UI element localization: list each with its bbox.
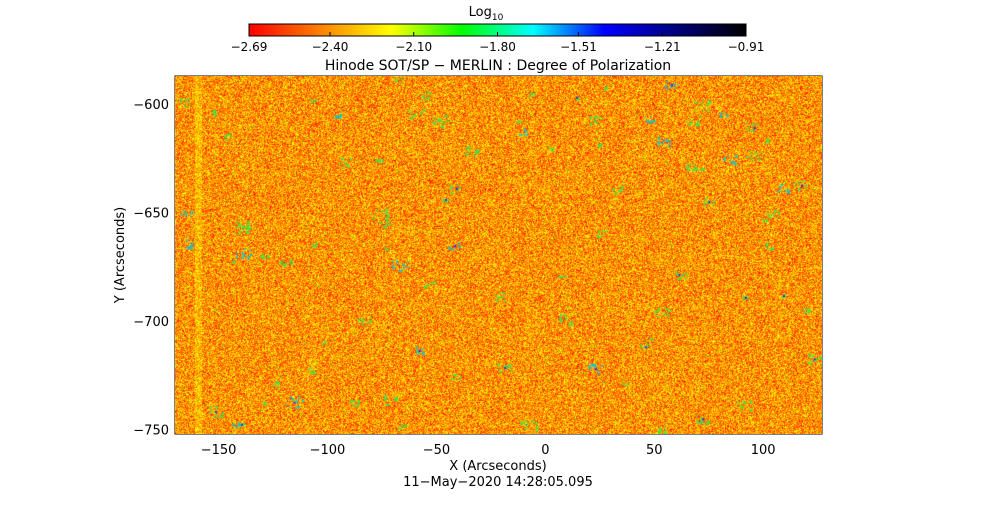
x-axis-label: X (Arcseconds) <box>449 459 546 474</box>
colorbar-tick-label: −1.51 <box>560 40 597 54</box>
polarization-map <box>175 76 822 434</box>
x-tick-label: 50 <box>646 443 663 458</box>
colorbar-tick-label: −2.10 <box>395 40 432 54</box>
y-tick-label: −750 <box>133 424 169 439</box>
x-tick-label: −150 <box>201 443 237 458</box>
chart-title: Hinode SOT/SP − MERLIN : Degree of Polar… <box>325 58 671 74</box>
y-axis-label: Y (Arcseconds) <box>113 207 128 304</box>
x-tick-label: 0 <box>541 443 549 458</box>
colorbar-tick-label: −2.40 <box>312 40 349 54</box>
colorbar-label-base: Log <box>469 5 492 20</box>
colorbar-tick-label: −2.69 <box>231 40 268 54</box>
x-tick-label: −50 <box>423 443 450 458</box>
timestamp: 11−May−2020 14:28:05.095 <box>403 475 593 490</box>
colorbar-label-subscript: 10 <box>492 13 504 23</box>
colorbar-tick-label: −1.80 <box>479 40 516 54</box>
colorbar-label: Log10 <box>469 5 504 23</box>
y-tick-label: −650 <box>133 207 169 222</box>
y-tick-label: −600 <box>133 98 169 113</box>
colorbar-tick-label: −1.21 <box>644 40 681 54</box>
x-tick-label: −100 <box>310 443 346 458</box>
y-tick-label: −700 <box>133 315 169 330</box>
colorbar-ticks: −2.69 −2.40 −2.10 −1.80 −1.51 −1.21 −0.91 <box>231 32 765 54</box>
x-tick-label: 100 <box>751 443 776 458</box>
colorbar-tick-label: −0.91 <box>728 40 765 54</box>
